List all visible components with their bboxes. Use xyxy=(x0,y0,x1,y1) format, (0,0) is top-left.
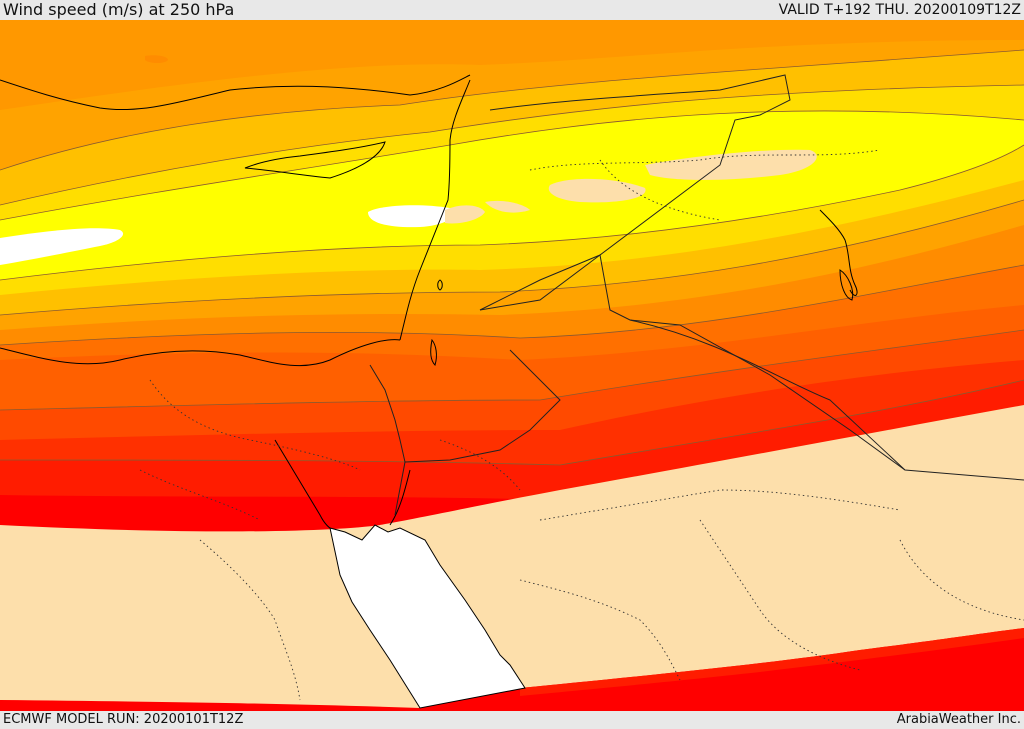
header-bar: Wind speed (m/s) at 250 hPa VALID T+192 … xyxy=(0,0,1024,20)
province-line xyxy=(699,519,861,671)
contour-line xyxy=(0,84,1024,206)
wind-bands xyxy=(0,20,1024,711)
border-sinai xyxy=(369,364,406,516)
contour-line xyxy=(0,264,1024,346)
contour-line xyxy=(0,379,1024,466)
red-sea xyxy=(329,524,526,709)
coast-galilee xyxy=(437,279,443,291)
border-jordan-saudi xyxy=(479,254,1024,481)
border-syria-iraq xyxy=(479,74,791,311)
coast-gulf-of-suez xyxy=(274,439,331,529)
band-light-red-bottom xyxy=(520,628,1024,696)
amber-pocket xyxy=(145,55,168,63)
borders xyxy=(369,74,1024,516)
contour-line xyxy=(0,144,1024,281)
band-red-bottom xyxy=(0,628,1024,711)
tan-pocket-2 xyxy=(485,200,530,213)
tan-pocket-4 xyxy=(645,149,817,180)
coast-qatar xyxy=(839,269,854,301)
province-line xyxy=(199,539,301,701)
tan-pocket-1 xyxy=(445,205,485,224)
footer-bar: ECMWF MODEL RUN: 20200101T12Z ArabiaWeat… xyxy=(0,711,1024,729)
coast-persian-gulf xyxy=(819,209,858,296)
model-run: ECMWF MODEL RUN: 20200101T12Z xyxy=(3,712,244,727)
coast-levant xyxy=(399,79,471,341)
tan-pocket-3 xyxy=(548,178,646,203)
province-line xyxy=(539,489,901,521)
contour-line xyxy=(0,110,1024,221)
contour-lines xyxy=(0,49,1024,466)
border-saudi-iraq xyxy=(629,319,906,471)
wind-speed-map xyxy=(0,20,1024,711)
coast-cyprus xyxy=(244,141,386,179)
contour-line xyxy=(0,199,1024,316)
province-line xyxy=(439,439,521,491)
province-line xyxy=(139,469,261,521)
province-line xyxy=(529,149,881,171)
coast-aqaba xyxy=(389,469,411,526)
border-jordan-iraq xyxy=(404,349,561,463)
coast-egypt-north xyxy=(0,339,401,367)
valid-time: VALID T+192 THU. 20200109T12Z xyxy=(778,2,1021,18)
province-line xyxy=(519,579,681,681)
jet-core-west xyxy=(0,228,124,265)
province-line xyxy=(149,379,361,471)
band-low-speed-south xyxy=(0,405,1024,711)
province-boundaries xyxy=(139,149,1024,701)
jet-core-central xyxy=(368,205,454,228)
province-line xyxy=(599,159,721,221)
coastlines xyxy=(0,74,858,529)
contour-line xyxy=(0,329,1024,411)
credit: ArabiaWeather Inc. xyxy=(896,712,1021,727)
coast-turkey xyxy=(0,74,471,111)
coast-dead-sea xyxy=(430,338,437,366)
map-title: Wind speed (m/s) at 250 hPa xyxy=(3,0,235,19)
contour-line xyxy=(0,49,1024,171)
